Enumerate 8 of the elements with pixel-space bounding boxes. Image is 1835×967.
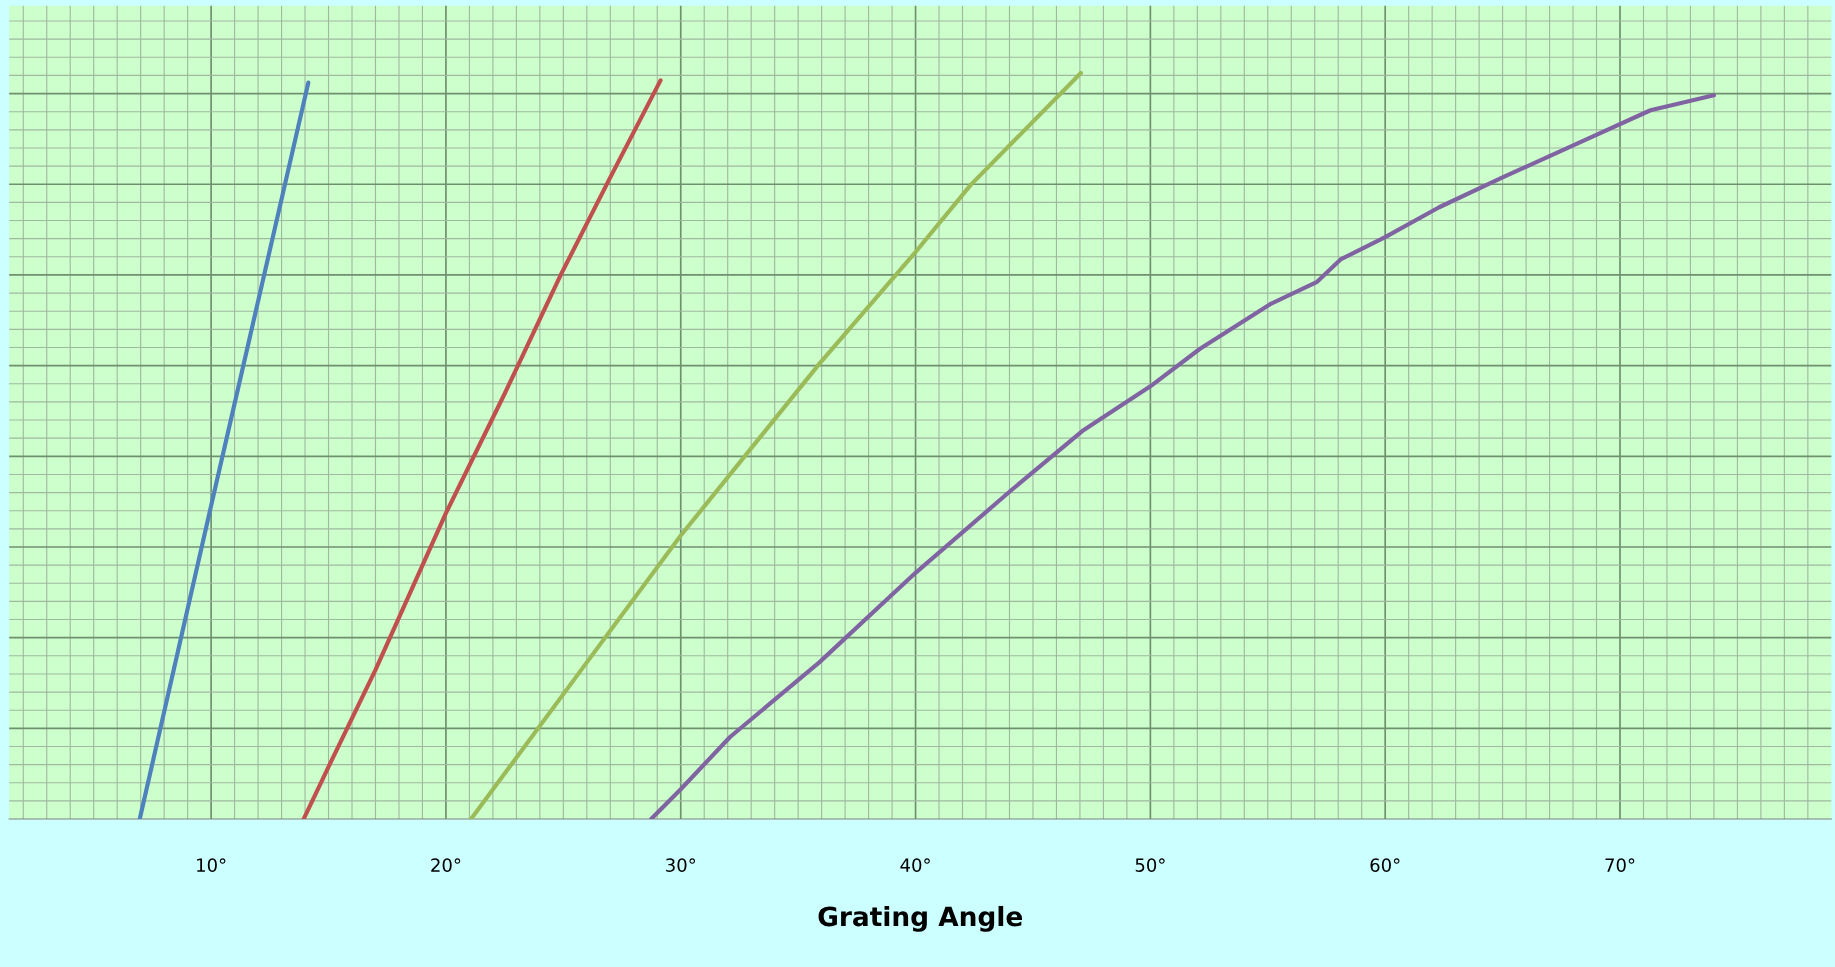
x-tick-label: 20° bbox=[431, 858, 461, 872]
x-tick-label: 30° bbox=[666, 858, 696, 872]
x-tick-label: 60° bbox=[1370, 858, 1400, 872]
x-axis-title: Grating Angle bbox=[818, 905, 1022, 932]
x-tick-label: 10° bbox=[197, 858, 226, 872]
x-tick-label: 50° bbox=[1135, 858, 1165, 872]
x-tick-label: 40° bbox=[900, 858, 930, 872]
x-tick-label: 70° bbox=[1605, 858, 1635, 872]
